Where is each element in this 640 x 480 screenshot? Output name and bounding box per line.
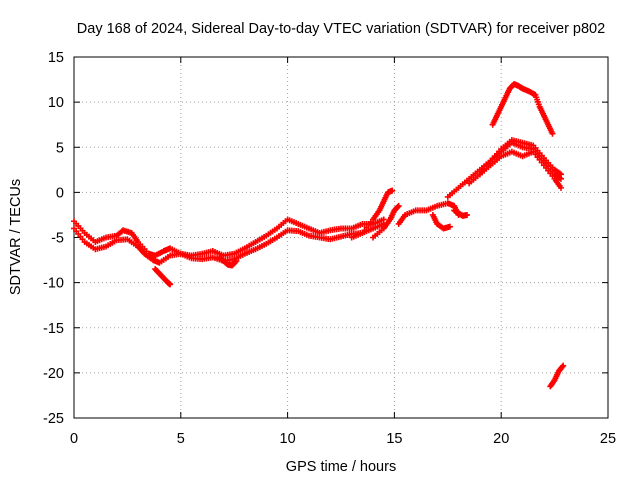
data-point [232, 258, 239, 265]
y-tick-label: 10 [48, 95, 64, 111]
series-arc-high [489, 81, 556, 137]
series-segment-16h [395, 200, 462, 227]
x-tick-label: 5 [177, 431, 185, 447]
y-tick-label: -10 [43, 276, 64, 292]
grid-lines [74, 57, 608, 418]
data-point [464, 211, 471, 218]
y-tick-label: -20 [43, 366, 64, 382]
x-tick-label: 15 [386, 431, 402, 447]
y-axis-ticks: -25 -20 -15 -10 -5 0 5 10 15 [43, 50, 608, 427]
y-tick-label: 5 [56, 140, 64, 156]
data-point [558, 184, 565, 191]
series-segment-17h-right [451, 207, 471, 219]
series-segment-16h-low [429, 211, 453, 232]
y-tick-label: -5 [51, 231, 64, 247]
data-point [389, 187, 396, 194]
x-tick-label: 25 [600, 431, 616, 447]
y-tick-label: 0 [56, 185, 64, 201]
y-tick-label: 15 [48, 50, 64, 66]
series-branch-up-b [370, 202, 402, 241]
y-tick-label: -15 [43, 321, 64, 337]
series-tail-low [547, 362, 567, 390]
x-axis-ticks: 0 5 10 15 20 25 [70, 57, 616, 447]
x-tick-label: 20 [493, 431, 509, 447]
series-branch-dip-7h [216, 254, 240, 269]
data-point [549, 130, 556, 137]
y-tick-label: -25 [43, 411, 64, 427]
data-points [71, 81, 567, 390]
series-track-evening-b [466, 148, 565, 191]
data-point [167, 281, 174, 288]
data-point [394, 203, 401, 210]
series-branch-up-a [348, 187, 396, 241]
data-point [559, 363, 566, 370]
y-axis-label: SDTVAR / TECUs [8, 179, 24, 295]
chart-title: Day 168 of 2024, Sidereal Day-to-day VTE… [77, 21, 605, 37]
x-axis-label: GPS time / hours [286, 459, 396, 475]
series-track-evening-c [476, 137, 565, 178]
x-tick-label: 0 [70, 431, 78, 447]
data-point [560, 362, 567, 369]
data-point [233, 257, 240, 264]
data-point [558, 171, 565, 178]
x-tick-label: 10 [280, 431, 296, 447]
series-track-main-b [71, 220, 387, 266]
data-point [395, 202, 402, 209]
series-branch-dip-4h [152, 266, 174, 288]
data-point [446, 223, 453, 230]
